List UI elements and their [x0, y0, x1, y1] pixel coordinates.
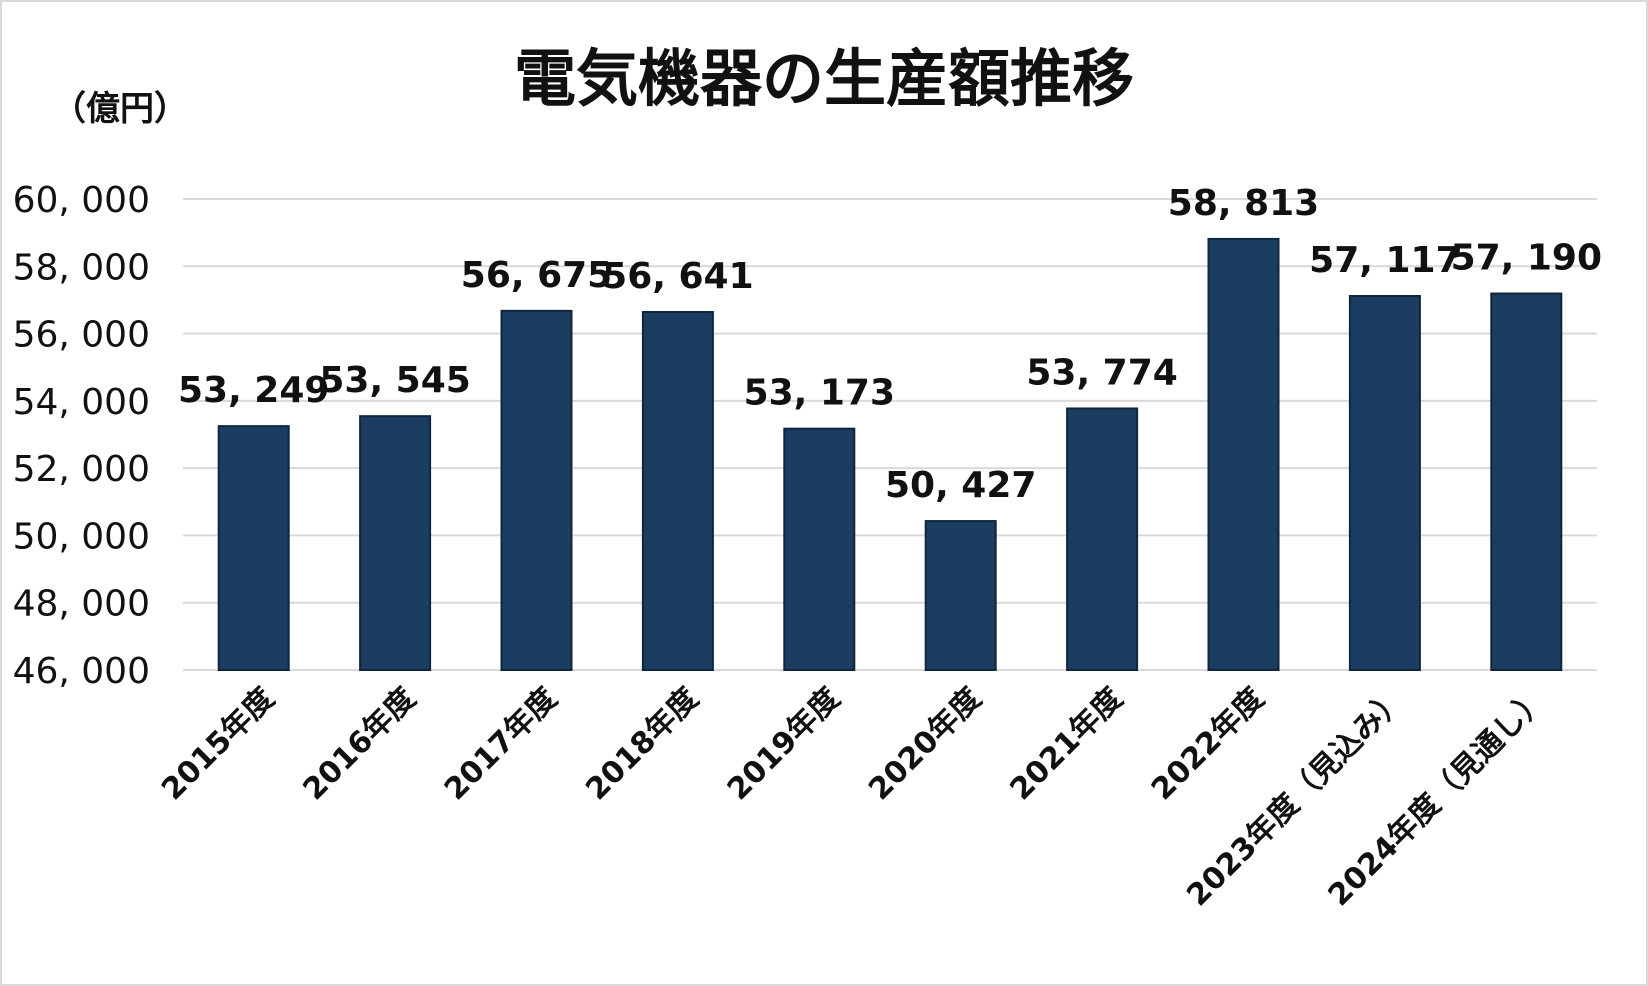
y-tick-label: 48, 000 — [13, 584, 150, 625]
x-tick-label: 2015年度 — [155, 681, 281, 807]
y-tick-label: 52, 000 — [13, 449, 150, 490]
x-tick-label: 2020年度 — [862, 681, 988, 807]
data-label: 56, 641 — [602, 256, 753, 297]
bar — [1348, 294, 1421, 671]
x-tick-label: 2022年度 — [1145, 681, 1271, 807]
bar — [783, 427, 856, 671]
x-tick-label: 2019年度 — [721, 681, 847, 807]
x-tick-label: 2017年度 — [438, 681, 564, 807]
data-label: 57, 190 — [1451, 238, 1602, 279]
y-tick-label: 50, 000 — [13, 516, 150, 557]
bar — [1490, 292, 1563, 671]
x-tick-label: 2016年度 — [297, 681, 423, 807]
y-tick-label: 58, 000 — [13, 247, 150, 288]
bar — [359, 415, 432, 671]
bar — [217, 425, 290, 671]
x-axis-ticks: 2015年度 2016年度 2017年度 2018年度 2019年度 2020年度 2021… — [155, 681, 1554, 913]
data-label: 56, 675 — [461, 255, 612, 296]
bar — [500, 309, 573, 671]
data-label: 53, 545 — [319, 360, 470, 401]
bar — [641, 311, 714, 671]
y-tick-label: 56, 000 — [13, 315, 150, 356]
data-label: 58, 813 — [1168, 183, 1319, 224]
y-tick-label: 60, 000 — [13, 180, 150, 221]
y-axis-ticks: 46, 000 48, 000 50, 000 52, 000 54, 000 56, 0… — [13, 180, 150, 692]
data-label: 53, 173 — [744, 373, 895, 414]
chart-title: 電気機器の生産額推移 — [514, 42, 1134, 115]
x-tick-label: 2018年度 — [579, 681, 705, 807]
data-label: 53, 774 — [1026, 352, 1177, 393]
data-label: 57, 117 — [1309, 240, 1460, 281]
bar — [924, 520, 997, 671]
y-tick-label: 46, 000 — [13, 651, 150, 692]
bars — [217, 237, 1563, 671]
data-label: 53, 249 — [178, 370, 329, 411]
bar — [1207, 237, 1280, 671]
bar — [1066, 407, 1139, 671]
x-tick-label: 2021年度 — [1004, 681, 1130, 807]
y-tick-label: 54, 000 — [13, 382, 150, 423]
data-label: 50, 427 — [885, 465, 1036, 506]
y-axis-unit-label: （億円） — [52, 89, 188, 129]
